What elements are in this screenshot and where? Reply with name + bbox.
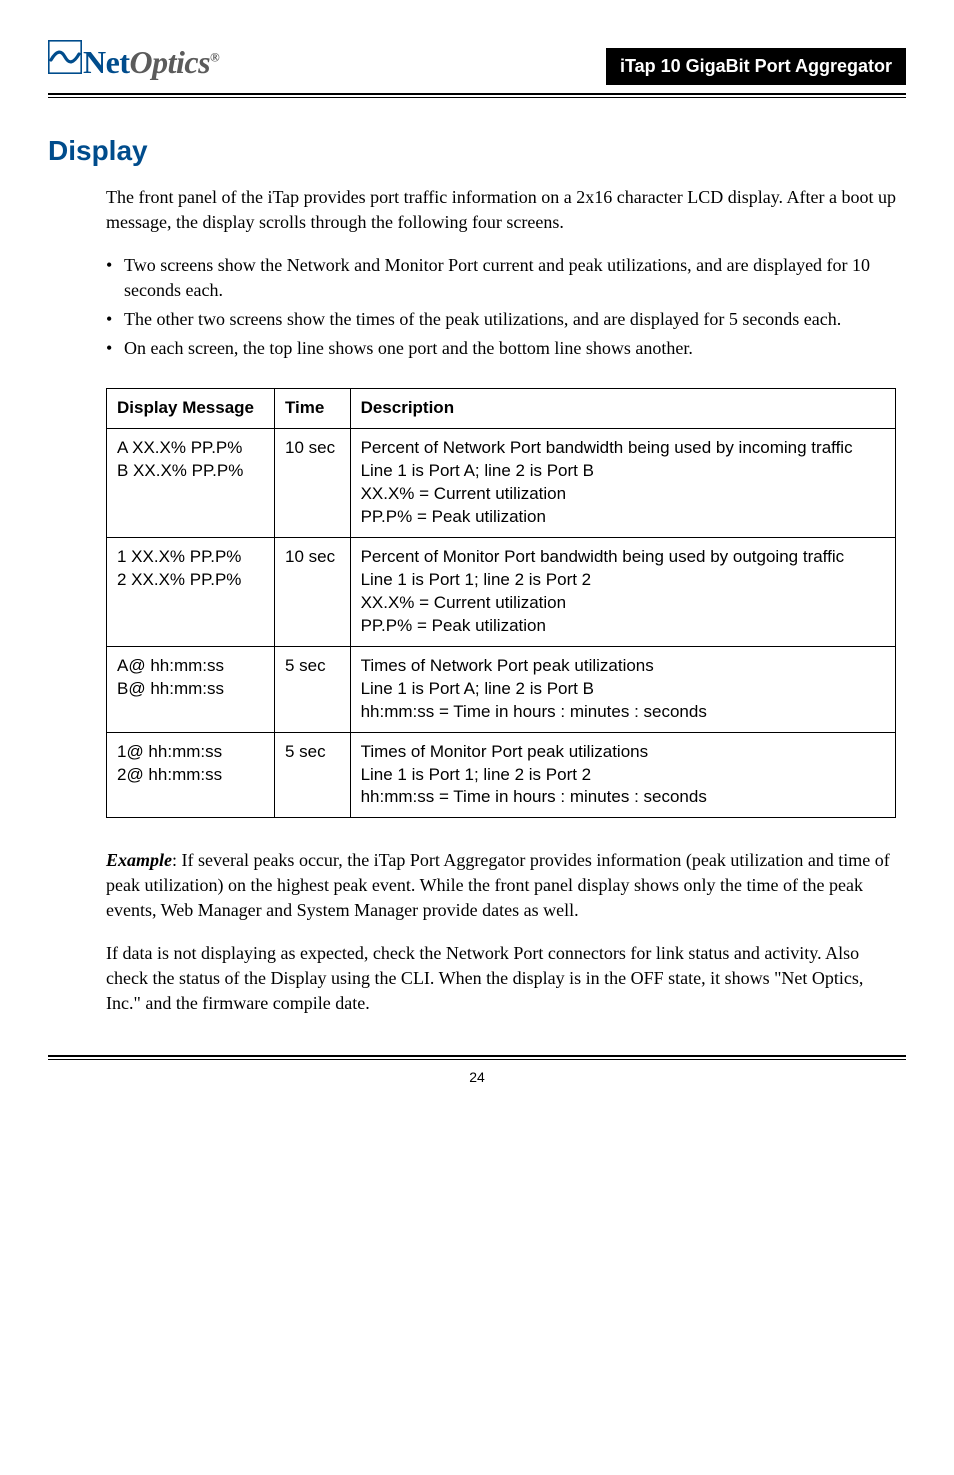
msg-line2: B@ hh:mm:ss [117, 679, 224, 698]
cell-description: Percent of Network Port bandwidth being … [350, 429, 895, 538]
footer-rule-thick [48, 1055, 906, 1057]
msg-line1: A@ hh:mm:ss [117, 656, 224, 675]
msg-line2: 2@ hh:mm:ss [117, 765, 222, 784]
logo-wave-icon [48, 40, 82, 81]
bullet-list: Two screens show the Network and Monitor… [106, 253, 896, 360]
page-number: 24 [48, 1068, 906, 1087]
logo-optics: Optics [129, 44, 210, 80]
header-title-bar: iTap 10 GigaBit Port Aggregator [606, 48, 906, 84]
msg-line2: B XX.X% PP.P% [117, 461, 243, 480]
footer-rule-thin [48, 1059, 906, 1060]
logo: NetOptics® [48, 40, 219, 85]
table-row: 1@ hh:mm:ss 2@ hh:mm:ss 5 sec Times of M… [107, 732, 896, 818]
bullet-item: The other two screens show the times of … [106, 307, 896, 332]
cell-description: Percent of Monitor Port bandwidth being … [350, 538, 895, 647]
col-header-description: Description [350, 389, 895, 429]
body-content: The front panel of the iTap provides por… [106, 185, 896, 1015]
msg-line1: A XX.X% PP.P% [117, 438, 242, 457]
cell-time: 10 sec [274, 538, 350, 647]
cell-message: A XX.X% PP.P% B XX.X% PP.P% [107, 429, 275, 538]
header-rules [48, 93, 906, 98]
example-text: : If several peaks occur, the iTap Port … [106, 850, 890, 920]
msg-line2: 2 XX.X% PP.P% [117, 570, 241, 589]
table-row: A@ hh:mm:ss B@ hh:mm:ss 5 sec Times of N… [107, 646, 896, 732]
msg-line1: 1 XX.X% PP.P% [117, 547, 241, 566]
logo-text: NetOptics® [83, 41, 219, 84]
cell-message: 1 XX.X% PP.P% 2 XX.X% PP.P% [107, 538, 275, 647]
logo-net: Net [83, 44, 129, 80]
cell-time: 5 sec [274, 646, 350, 732]
cell-time: 10 sec [274, 429, 350, 538]
logo-registered: ® [210, 50, 219, 65]
col-header-message: Display Message [107, 389, 275, 429]
cell-time: 5 sec [274, 732, 350, 818]
bullet-item: On each screen, the top line shows one p… [106, 336, 896, 361]
example-paragraph: Example: If several peaks occur, the iTa… [106, 848, 896, 922]
bullet-item: Two screens show the Network and Monitor… [106, 253, 896, 303]
example-label: Example [106, 850, 172, 870]
table-row: A XX.X% PP.P% B XX.X% PP.P% 10 sec Perce… [107, 429, 896, 538]
intro-paragraph: The front panel of the iTap provides por… [106, 185, 896, 235]
cell-message: 1@ hh:mm:ss 2@ hh:mm:ss [107, 732, 275, 818]
cell-description: Times of Monitor Port peak utilizations … [350, 732, 895, 818]
troubleshoot-paragraph: If data is not displaying as expected, c… [106, 941, 896, 1015]
section-heading: Display [48, 132, 906, 170]
cell-description: Times of Network Port peak utilizations … [350, 646, 895, 732]
table-row: 1 XX.X% PP.P% 2 XX.X% PP.P% 10 sec Perce… [107, 538, 896, 647]
msg-line1: 1@ hh:mm:ss [117, 742, 222, 761]
page-header: NetOptics® iTap 10 GigaBit Port Aggregat… [48, 40, 906, 85]
display-messages-table: Display Message Time Description A XX.X%… [106, 388, 896, 818]
cell-message: A@ hh:mm:ss B@ hh:mm:ss [107, 646, 275, 732]
col-header-time: Time [274, 389, 350, 429]
